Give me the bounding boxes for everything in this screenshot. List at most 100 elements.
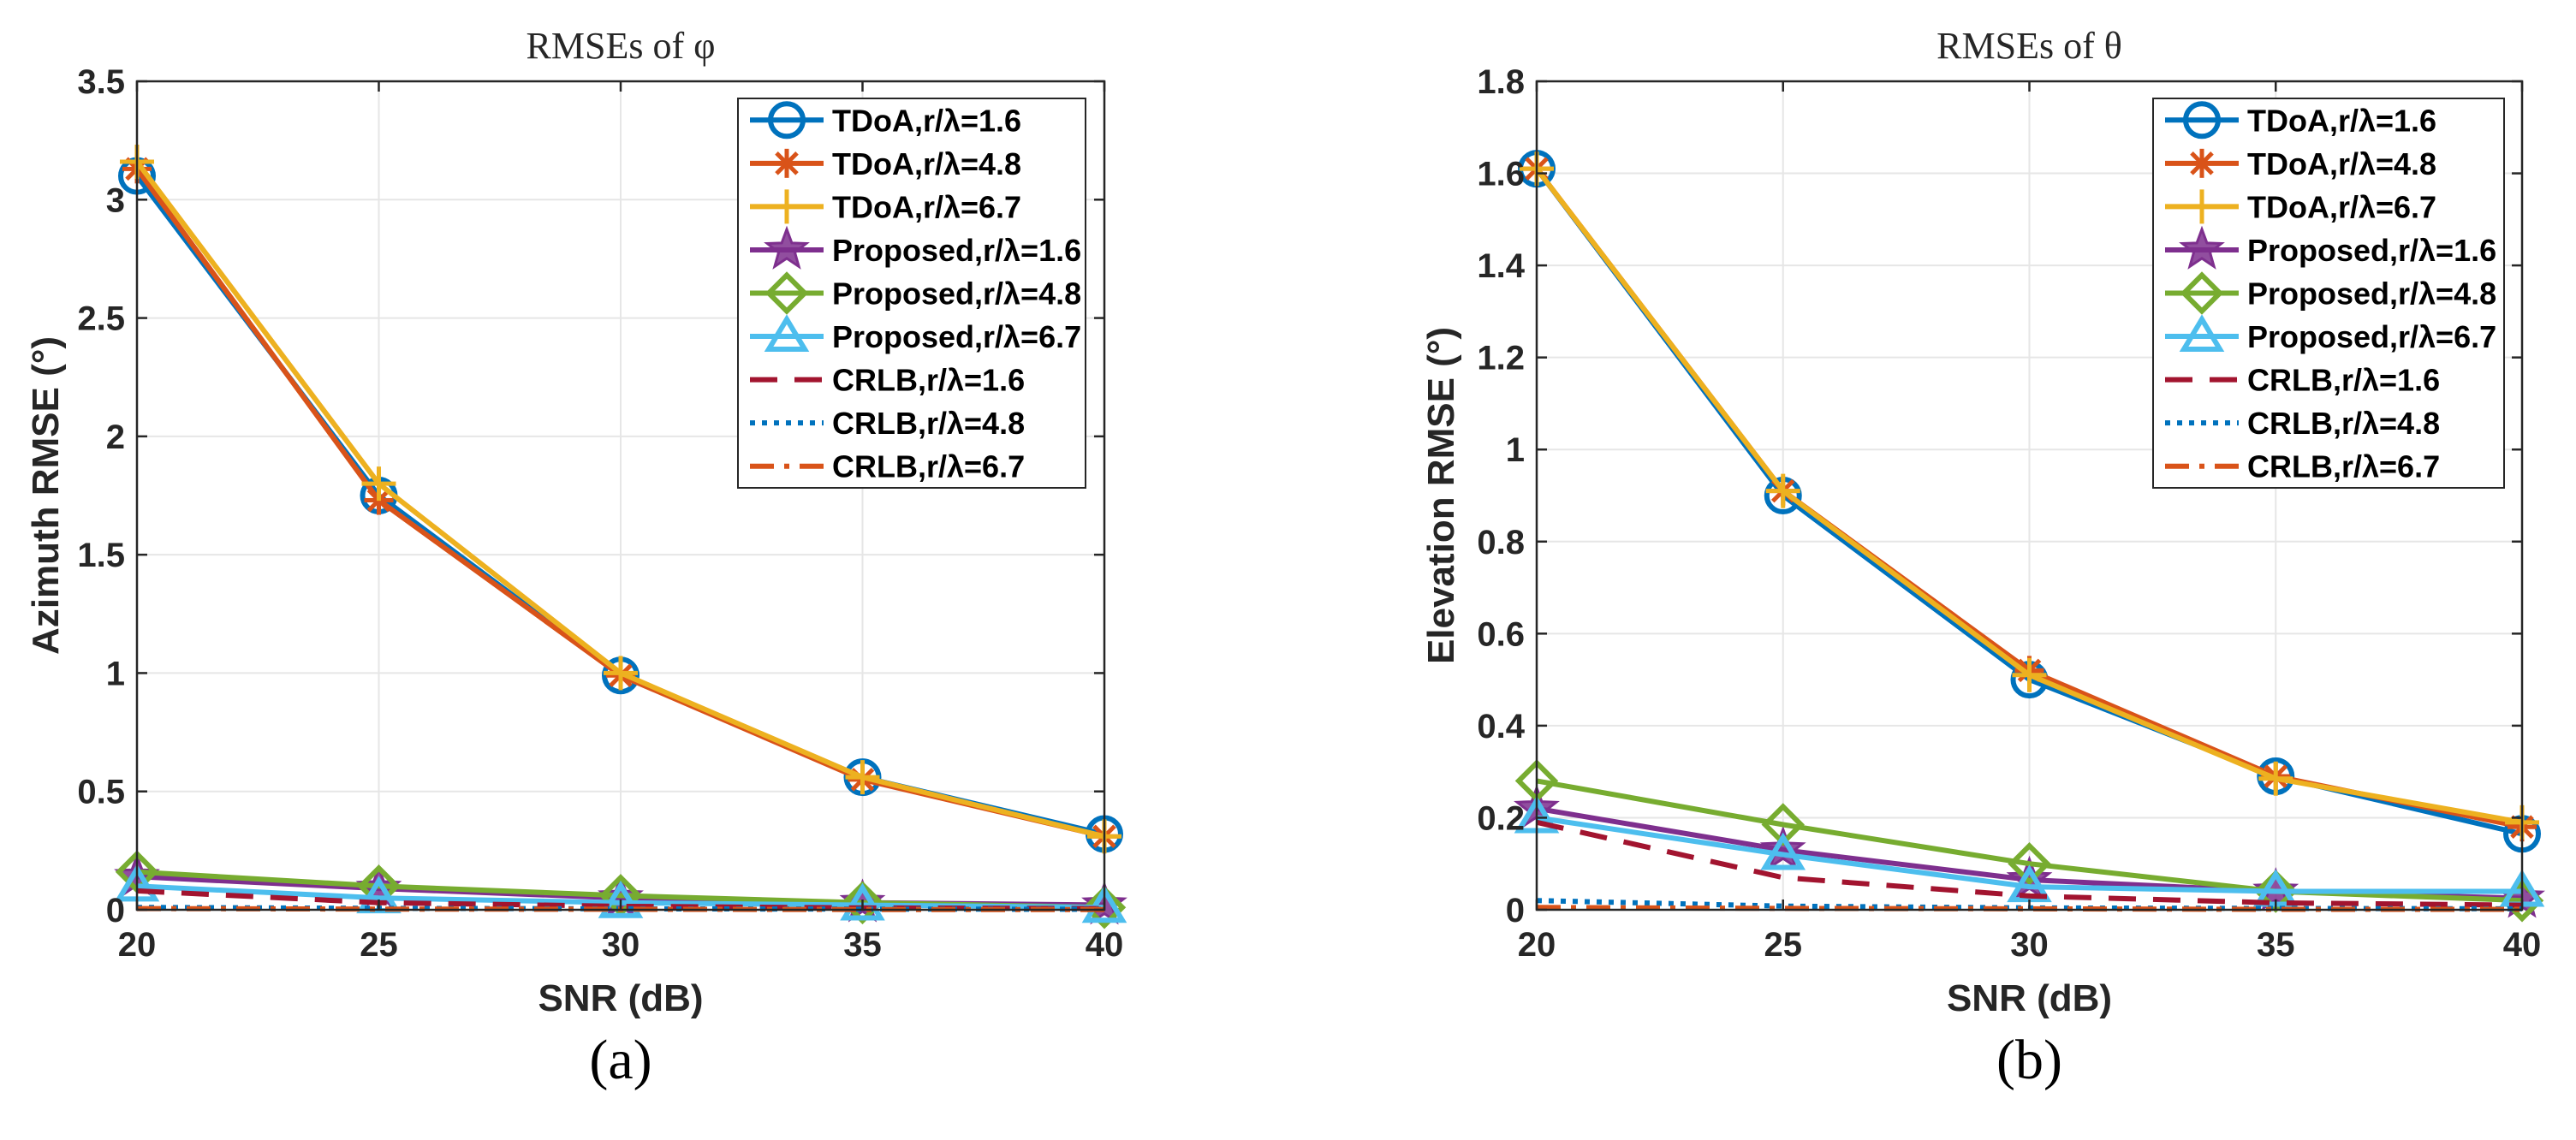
data-point-marker bbox=[1082, 885, 1127, 929]
legend-label: Proposed,r/λ=6.7 bbox=[832, 319, 1081, 354]
data-point-marker bbox=[598, 880, 644, 918]
x-tick-label: 40 bbox=[2503, 926, 2542, 964]
legend-swatch-marker bbox=[2183, 101, 2221, 140]
legend-item: CRLB,r/λ=6.7 bbox=[2165, 449, 2440, 484]
panel-a-x-axis-label: SNR (dB) bbox=[538, 977, 703, 1019]
legend-label: Proposed,r/λ=1.6 bbox=[2247, 233, 2496, 268]
data-point-marker bbox=[845, 760, 880, 795]
y-tick-label: 0.6 bbox=[1477, 615, 1525, 653]
legend-item: TDoA,r/λ=1.6 bbox=[750, 101, 1021, 140]
panel-b-chart-title: RMSEs of θ bbox=[1936, 25, 2122, 67]
legend-label: TDoA,r/λ=1.6 bbox=[2247, 103, 2436, 138]
x-tick-label: 30 bbox=[2010, 926, 2049, 964]
panel-a-y-axis-label: Azimuth RMSE (°) bbox=[25, 336, 67, 655]
legend-item: Proposed,r/λ=6.7 bbox=[2165, 314, 2496, 354]
panel-a-legend: TDoA,r/λ=1.6 TDoA,r/λ=4.8 TDoA,r/λ=6.7 Prop… bbox=[737, 98, 1086, 489]
legend-label: CRLB,r/λ=6.7 bbox=[832, 449, 1025, 484]
series-line bbox=[1536, 778, 2523, 904]
legend-item: CRLB,r/λ=4.8 bbox=[750, 406, 1025, 441]
data-point-marker bbox=[1761, 803, 1805, 846]
legend-item: TDoA,r/λ=1.6 bbox=[2165, 101, 2436, 140]
legend-label: TDoA,r/λ=6.7 bbox=[832, 189, 1021, 224]
legend-label: TDoA,r/λ=4.8 bbox=[832, 146, 1021, 181]
legend-swatch-marker bbox=[764, 225, 810, 270]
data-point-marker bbox=[1081, 885, 1127, 923]
y-tick-label: 1.6 bbox=[1477, 156, 1525, 193]
panel-b-label: (b) bbox=[1996, 1029, 2062, 1091]
legend-item: Proposed,r/λ=6.7 bbox=[750, 314, 1081, 354]
legend-label: Proposed,r/λ=1.6 bbox=[832, 233, 1081, 268]
legend-item: Proposed,r/λ=4.8 bbox=[750, 271, 1081, 315]
data-point-marker bbox=[1760, 832, 1806, 870]
legend-swatch-marker bbox=[770, 189, 804, 224]
legend-item: CRLB,r/λ=6.7 bbox=[750, 449, 1025, 484]
legend-label: CRLB,r/λ=1.6 bbox=[2247, 363, 2440, 398]
y-tick-label: 1 bbox=[1506, 431, 1525, 469]
panel-a: 20 25 30 35 40 0 0.5 1 1.5 2 2.5 3 3.5 RMSEs of φ SNR … bbox=[25, 25, 1127, 1091]
legend-swatch-marker bbox=[772, 148, 801, 178]
y-tick-label: 0.2 bbox=[1477, 799, 1525, 837]
panel-b-x-axis-label: SNR (dB) bbox=[1947, 977, 2112, 1019]
legend-swatch-marker bbox=[2180, 271, 2224, 315]
y-tick-label: 3.5 bbox=[77, 63, 125, 101]
data-point-marker bbox=[1759, 825, 1806, 870]
legend-item: Proposed,r/λ=1.6 bbox=[2165, 225, 2496, 270]
y-tick-label: 0 bbox=[106, 892, 125, 929]
legend-swatch-marker bbox=[764, 271, 809, 315]
legend-swatch-marker bbox=[2179, 225, 2225, 270]
legend-item: TDoA,r/λ=6.7 bbox=[2165, 189, 2436, 224]
legend-label: TDoA,r/λ=1.6 bbox=[832, 103, 1021, 138]
y-tick-label: 0.4 bbox=[1477, 708, 1525, 745]
x-tick-label: 25 bbox=[360, 926, 398, 964]
legend-swatch-marker bbox=[2179, 314, 2225, 353]
y-tick-label: 1.8 bbox=[1477, 63, 1525, 101]
y-tick-label: 2.5 bbox=[77, 300, 125, 338]
legend-item: TDoA,r/λ=4.8 bbox=[750, 146, 1021, 181]
x-tick-label: 35 bbox=[843, 926, 882, 964]
legend-swatch-marker bbox=[768, 101, 806, 140]
legend-item: CRLB,r/λ=4.8 bbox=[2165, 406, 2440, 441]
y-tick-label: 1.5 bbox=[77, 537, 125, 574]
panel-b-series-8 bbox=[1536, 905, 2522, 912]
legend-item: Proposed,r/λ=1.6 bbox=[750, 225, 1081, 270]
legend-item: Proposed,r/λ=4.8 bbox=[2165, 271, 2496, 315]
legend-label: TDoA,r/λ=6.7 bbox=[2247, 189, 2436, 224]
data-point-marker bbox=[840, 882, 885, 921]
y-tick-label: 2 bbox=[106, 419, 125, 456]
y-tick-label: 0.5 bbox=[77, 774, 125, 811]
x-tick-label: 25 bbox=[1764, 926, 1803, 964]
x-tick-label: 30 bbox=[602, 926, 640, 964]
panel-b-y-axis-label: Elevation RMSE (°) bbox=[1420, 327, 1462, 664]
y-tick-label: 1.2 bbox=[1477, 340, 1525, 377]
x-tick-label: 20 bbox=[1518, 926, 1556, 964]
legend-swatch-marker bbox=[2187, 148, 2216, 178]
legend-label: Proposed,r/λ=4.8 bbox=[2247, 276, 2496, 312]
data-point-marker bbox=[361, 466, 396, 502]
data-point-marker bbox=[604, 656, 638, 691]
x-tick-label: 20 bbox=[118, 926, 157, 964]
legend-swatch-marker bbox=[2185, 189, 2219, 224]
series-line bbox=[1536, 819, 2523, 908]
panel-b-ticks: 20 25 30 35 40 0 0.2 0.4 0.6 0.8 1 1.2 1.4 1.6 1.8 bbox=[1477, 63, 2541, 964]
legend-item: CRLB,r/λ=1.6 bbox=[750, 363, 1025, 398]
legend-item: TDoA,r/λ=6.7 bbox=[750, 189, 1021, 224]
data-point-marker bbox=[2012, 657, 2047, 692]
data-point-marker bbox=[2008, 841, 2051, 886]
data-point-marker bbox=[1765, 473, 1800, 508]
y-tick-label: 0.8 bbox=[1477, 524, 1525, 561]
panel-a-chart-title: RMSEs of φ bbox=[527, 25, 716, 67]
legend-label: CRLB,r/λ=4.8 bbox=[2247, 406, 2440, 441]
y-tick-label: 1.4 bbox=[1477, 247, 1525, 285]
legend-label: CRLB,r/λ=4.8 bbox=[832, 406, 1025, 441]
panel-a-ticks: 20 25 30 35 40 0 0.5 1 1.5 2 2.5 3 3.5 bbox=[77, 63, 1123, 964]
legend-label: CRLB,r/λ=6.7 bbox=[2247, 449, 2440, 484]
y-tick-label: 0 bbox=[1506, 892, 1525, 929]
x-tick-label: 35 bbox=[2257, 926, 2295, 964]
legend-label: Proposed,r/λ=4.8 bbox=[832, 276, 1081, 312]
legend-label: CRLB,r/λ=1.6 bbox=[832, 363, 1025, 398]
panel-b-series-6 bbox=[1536, 819, 2523, 908]
panel-b: 20 25 30 35 40 0 0.2 0.4 0.6 0.8 1 1.2 1.4 1.6 1.8 RMSE… bbox=[1420, 25, 2545, 1091]
y-tick-label: 3 bbox=[106, 181, 125, 219]
series-line bbox=[1536, 815, 2522, 894]
